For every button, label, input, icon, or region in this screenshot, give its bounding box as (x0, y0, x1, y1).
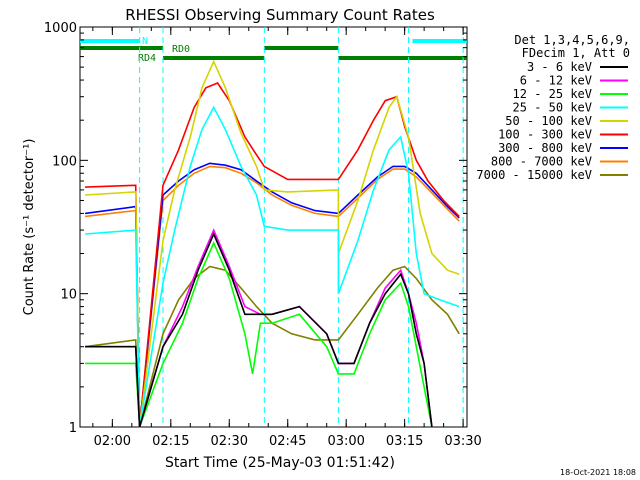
x-axis-label: Start Time (25-May-03 01:51:42) (165, 455, 395, 471)
axes: 02:00 02:15 02:30 02:45 03:00 03:15 03:30 1 10 10… (44, 21, 482, 449)
legend-label: 3 - 6 keV (527, 60, 592, 74)
y-tick-label: 100 (52, 154, 77, 169)
x-tick-label: 02:15 (152, 434, 189, 449)
eclipse-markers (139, 27, 464, 427)
legend-header-line1: Det 1,3,4,5,6,9, (514, 33, 630, 47)
flag-label-rd4: RD4 (138, 53, 156, 64)
series-line-5 (85, 59, 460, 428)
series-line-8 (85, 165, 460, 428)
chart-title: RHESSI Observing Summary Count Rates (125, 6, 435, 24)
series-line-7 (84, 162, 460, 428)
y-tick-label: 1000 (44, 21, 77, 36)
y-tick-label: 10 (60, 288, 77, 303)
x-tick-label: 02:00 (94, 434, 131, 449)
y-tick-label: 1 (69, 421, 77, 436)
flag-label-rd0: RD0 (172, 44, 190, 55)
plot-area (79, 26, 468, 428)
legend-header-line2: FDecim 1, Att 0 (522, 46, 630, 60)
x-tick-label: 03:30 (444, 434, 481, 449)
x-tick-label: 02:30 (211, 434, 248, 449)
footer-date: 18-Oct-2021 18:08 (560, 468, 636, 477)
series-line-4 (85, 105, 460, 428)
flag-label-n: N (142, 36, 148, 47)
series-line-1 (85, 231, 433, 428)
legend-label: 12 - 25 keV (513, 87, 592, 101)
legend-label: 100 - 300 keV (498, 128, 592, 142)
x-tick-label: 02:45 (269, 434, 306, 449)
legend-label: 800 - 7000 keV (491, 155, 592, 169)
legend-label: 50 - 100 keV (505, 114, 592, 128)
x-tick-label: 03:15 (386, 434, 423, 449)
series-line-9 (84, 265, 460, 428)
legend-label: 25 - 50 keV (513, 101, 592, 115)
y-axis-label: Count Rate (s⁻¹ detector⁻¹) (22, 139, 37, 316)
series-lines (84, 59, 460, 428)
legend-label: 300 - 800 keV (498, 141, 592, 155)
series-line-3 (85, 241, 433, 428)
legend-label: 7000 - 15000 keV (476, 168, 592, 182)
flag-bars: N RD0 RD4 (80, 36, 467, 64)
x-tick-label: 03:00 (327, 434, 364, 449)
legend-label: 6 - 12 keV (520, 74, 592, 88)
legend: Det 1,3,4,5,6,9,FDecim 1, Att 03 - 6 keV… (476, 33, 630, 182)
series-line-6 (85, 82, 460, 428)
